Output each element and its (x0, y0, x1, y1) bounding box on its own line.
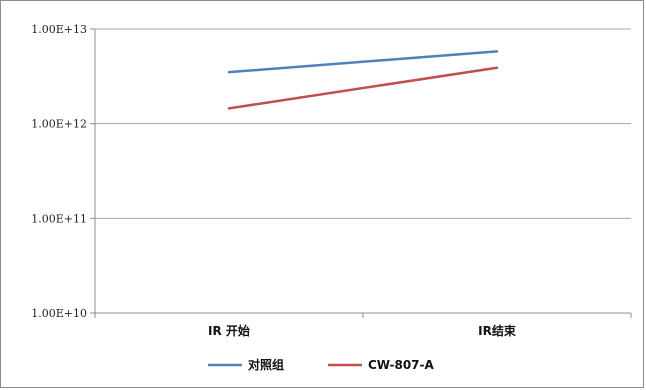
x-tick-labels: IR 开始 IR结束 (208, 323, 517, 338)
series-line (227, 66, 499, 110)
y-tick-label: 1.00E+12 (31, 118, 87, 131)
x-tick-label: IR 开始 (208, 323, 250, 338)
y-tick-label: 1.00E+11 (31, 212, 87, 225)
legend-label: 对照组 (248, 357, 284, 372)
legend-label: CW-807-A (368, 358, 435, 372)
legend: 对照组 CW-807-A (208, 357, 435, 372)
x-tick-label: IR结束 (478, 323, 517, 338)
gridlines (95, 28, 631, 314)
series-lines (227, 50, 499, 110)
series-line (227, 50, 499, 74)
axes (90, 28, 632, 318)
y-tick-label: 1.00E+13 (31, 23, 87, 36)
y-tick-labels: 1.00E+10 1.00E+11 1.00E+12 1.00E+13 (31, 23, 87, 320)
y-tick-label: 1.00E+10 (31, 307, 87, 320)
